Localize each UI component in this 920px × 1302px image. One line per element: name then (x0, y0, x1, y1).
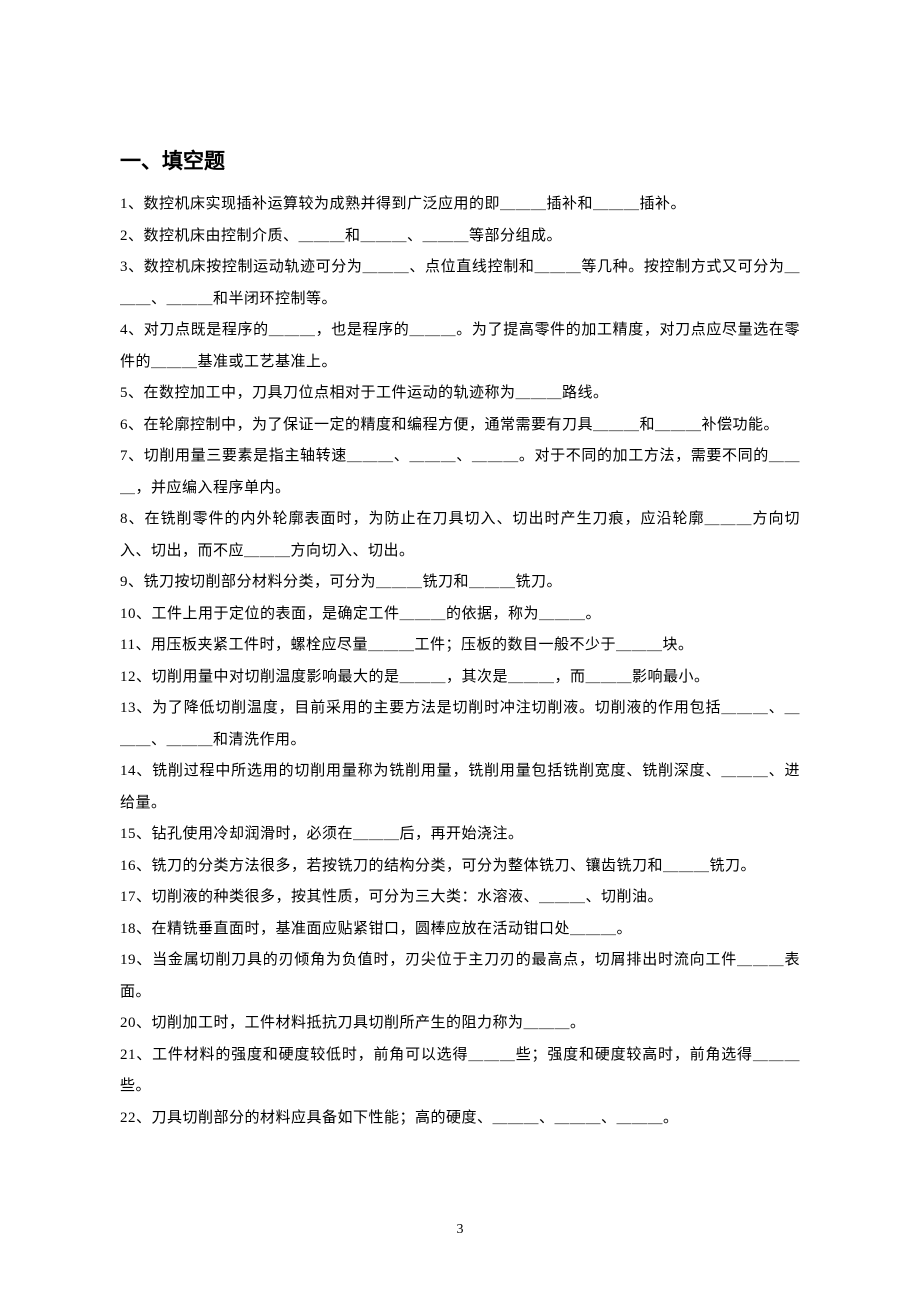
question-item: 6、在轮廓控制中，为了保证一定的精度和编程方便，通常需要有刀具＿＿＿和＿＿＿补偿… (120, 410, 800, 442)
question-item: 19、当金属切削刀具的刃倾角为负值时，刃尖位于主刀刃的最高点，切屑排出时流向工件… (120, 945, 800, 1008)
question-item: 3、数控机床按控制运动轨迹可分为＿＿＿、点位直线控制和＿＿＿等几种。按控制方式又… (120, 252, 800, 315)
question-item: 11、用压板夹紧工件时，螺栓应尽量＿＿＿工件；压板的数目一般不少于＿＿＿块。 (120, 630, 800, 662)
question-item: 13、为了降低切削温度，目前采用的主要方法是切削时冲注切削液。切削液的作用包括＿… (120, 693, 800, 756)
section-title: 一、填空题 (120, 145, 800, 175)
question-item: 18、在精铣垂直面时，基准面应贴紧钳口，圆棒应放在活动钳口处＿＿＿。 (120, 914, 800, 946)
question-item: 14、铣削过程中所选用的切削用量称为铣削用量，铣削用量包括铣削宽度、铣削深度、＿… (120, 756, 800, 819)
question-item: 5、在数控加工中，刀具刀位点相对于工件运动的轨迹称为＿＿＿路线。 (120, 378, 800, 410)
question-item: 8、在铣削零件的内外轮廓表面时，为防止在刀具切入、切出时产生刀痕，应沿轮廓＿＿＿… (120, 504, 800, 567)
question-item: 20、切削加工时，工件材料抵抗刀具切削所产生的阻力称为＿＿＿。 (120, 1008, 800, 1040)
page-number: 3 (0, 1222, 920, 1238)
question-item: 15、钻孔使用冷却润滑时，必须在＿＿＿后，再开始浇注。 (120, 819, 800, 851)
question-item: 1、数控机床实现插补运算较为成熟并得到广泛应用的即＿＿＿插补和＿＿＿插补。 (120, 189, 800, 221)
question-item: 2、数控机床由控制介质、＿＿＿和＿＿＿、＿＿＿等部分组成。 (120, 221, 800, 253)
questions-container: 1、数控机床实现插补运算较为成熟并得到广泛应用的即＿＿＿插补和＿＿＿插补。 2、… (120, 189, 800, 1134)
document-page: 一、填空题 1、数控机床实现插补运算较为成熟并得到广泛应用的即＿＿＿插补和＿＿＿… (0, 0, 920, 1194)
question-item: 10、工件上用于定位的表面，是确定工件＿＿＿的依据，称为＿＿＿。 (120, 599, 800, 631)
question-item: 17、切削液的种类很多，按其性质，可分为三大类：水溶液、＿＿＿、切削油。 (120, 882, 800, 914)
question-item: 16、铣刀的分类方法很多，若按铣刀的结构分类，可分为整体铣刀、镶齿铣刀和＿＿＿铣… (120, 851, 800, 883)
question-item: 9、铣刀按切削部分材料分类，可分为＿＿＿铣刀和＿＿＿铣刀。 (120, 567, 800, 599)
question-item: 22、刀具切削部分的材料应具备如下性能；高的硬度、＿＿＿、＿＿＿、＿＿＿。 (120, 1103, 800, 1135)
question-item: 21、工件材料的强度和硬度较低时，前角可以选得＿＿＿些；强度和硬度较高时，前角选… (120, 1040, 800, 1103)
question-item: 7、切削用量三要素是指主轴转速＿＿＿、＿＿＿、＿＿＿。对于不同的加工方法，需要不… (120, 441, 800, 504)
question-item: 12、切削用量中对切削温度影响最大的是＿＿＿，其次是＿＿＿，而＿＿＿影响最小。 (120, 662, 800, 694)
question-item: 4、对刀点既是程序的＿＿＿，也是程序的＿＿＿。为了提高零件的加工精度，对刀点应尽… (120, 315, 800, 378)
